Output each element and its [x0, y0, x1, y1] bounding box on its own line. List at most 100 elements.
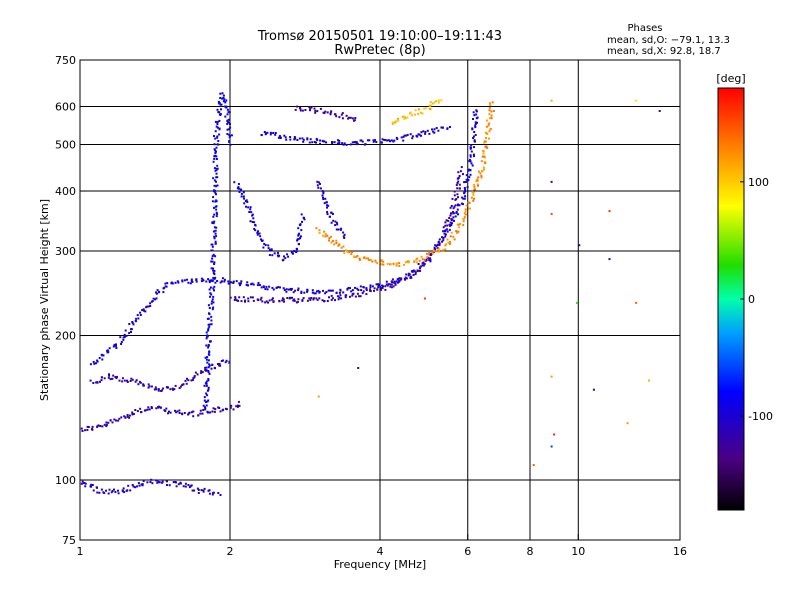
echo-point: [200, 370, 203, 373]
echo-point: [299, 237, 301, 240]
echo-point: [120, 341, 123, 343]
echo-point: [245, 205, 247, 208]
echo-point: [323, 300, 326, 302]
echo-point: [460, 202, 463, 205]
echo-point: [407, 272, 410, 275]
echo-point: [259, 235, 262, 238]
echo-point: [283, 300, 285, 303]
echo-point: [208, 281, 211, 284]
echo-point: [221, 409, 224, 412]
echo-point: [463, 212, 466, 214]
echo-point: [211, 245, 214, 248]
echo-point: [230, 281, 233, 284]
echo-point: [205, 280, 208, 283]
echo-point: [81, 480, 84, 483]
echo-point: [228, 121, 231, 124]
echo-point: [469, 169, 472, 172]
echo-point: [345, 249, 347, 252]
echo-point: [410, 276, 413, 279]
echo-point: [442, 249, 445, 252]
echo-point: [347, 117, 350, 120]
echo-point: [261, 300, 264, 303]
echo-point: [200, 371, 203, 374]
echo-point: [215, 215, 218, 218]
x-axis-ticks: 1 2 4 6 8 10 16: [77, 534, 687, 558]
echo-point: [480, 160, 483, 163]
echo-point: [207, 366, 210, 369]
echo-point: [132, 485, 135, 488]
echo-point: [482, 150, 485, 153]
echo-point: [404, 276, 407, 279]
echo-point: [429, 252, 432, 255]
echo-point: [183, 412, 186, 414]
echo-point: [144, 409, 147, 412]
colorbar: [717, 87, 745, 511]
echo-point: [157, 388, 160, 391]
echo-point: [181, 280, 184, 283]
echo-point: [111, 377, 114, 380]
echo-point: [240, 300, 243, 303]
echo-point: [157, 481, 160, 483]
echo-point: [442, 239, 445, 242]
scatter-point: [608, 210, 611, 213]
echo-point: [201, 412, 204, 415]
echo-point: [433, 128, 436, 131]
y-tick-label: 750: [55, 54, 76, 67]
echo-point: [298, 243, 300, 246]
echo-point: [475, 109, 478, 112]
echo-point: [166, 480, 168, 483]
echo-point: [462, 220, 465, 223]
echo-point: [218, 102, 220, 105]
echo-point: [473, 139, 476, 142]
echo-point: [365, 293, 368, 296]
echo-point: [214, 232, 217, 235]
echo-point: [215, 208, 218, 211]
echo-point: [253, 228, 256, 230]
echo-point: [407, 260, 410, 263]
echo-point: [415, 258, 418, 261]
echo-point: [414, 273, 417, 276]
echo-point: [327, 289, 330, 292]
echo-point: [174, 281, 177, 284]
echo-point: [206, 334, 209, 337]
echo-point: [175, 481, 177, 484]
echo-point: [330, 211, 333, 214]
echo-point: [413, 260, 416, 263]
echo-point: [270, 248, 273, 251]
echo-point: [212, 277, 215, 279]
echo-point: [449, 224, 452, 227]
echo-point: [212, 407, 215, 410]
echo-point: [477, 184, 479, 187]
echo-point: [333, 141, 336, 144]
echo-point: [193, 375, 196, 377]
echo-point: [93, 362, 96, 365]
echo-point: [389, 140, 391, 143]
echo-point: [349, 287, 351, 290]
echo-point: [244, 300, 246, 303]
echo-point: [271, 297, 274, 300]
echo-point: [220, 280, 223, 283]
echo-point: [315, 290, 318, 293]
echo-point: [454, 204, 457, 207]
echo-point: [234, 297, 237, 300]
echo-point: [449, 240, 452, 243]
echo-point: [330, 298, 333, 301]
echo-point: [421, 112, 424, 115]
echo-point: [221, 97, 224, 100]
echo-point: [215, 180, 217, 183]
echo-point: [379, 286, 382, 289]
echo-point: [147, 406, 150, 409]
echo-point: [331, 297, 334, 300]
echo-point: [208, 364, 211, 367]
echo-point: [315, 137, 318, 140]
echo-point: [275, 286, 278, 289]
echo-point: [287, 288, 290, 291]
echo-point: [386, 139, 389, 142]
echo-point: [389, 263, 392, 266]
scatter-point: [608, 258, 611, 261]
echo-point: [266, 131, 269, 134]
echo-point: [251, 282, 254, 285]
echo-point: [475, 180, 478, 183]
echo-point: [134, 409, 137, 411]
echo-point: [213, 206, 215, 209]
